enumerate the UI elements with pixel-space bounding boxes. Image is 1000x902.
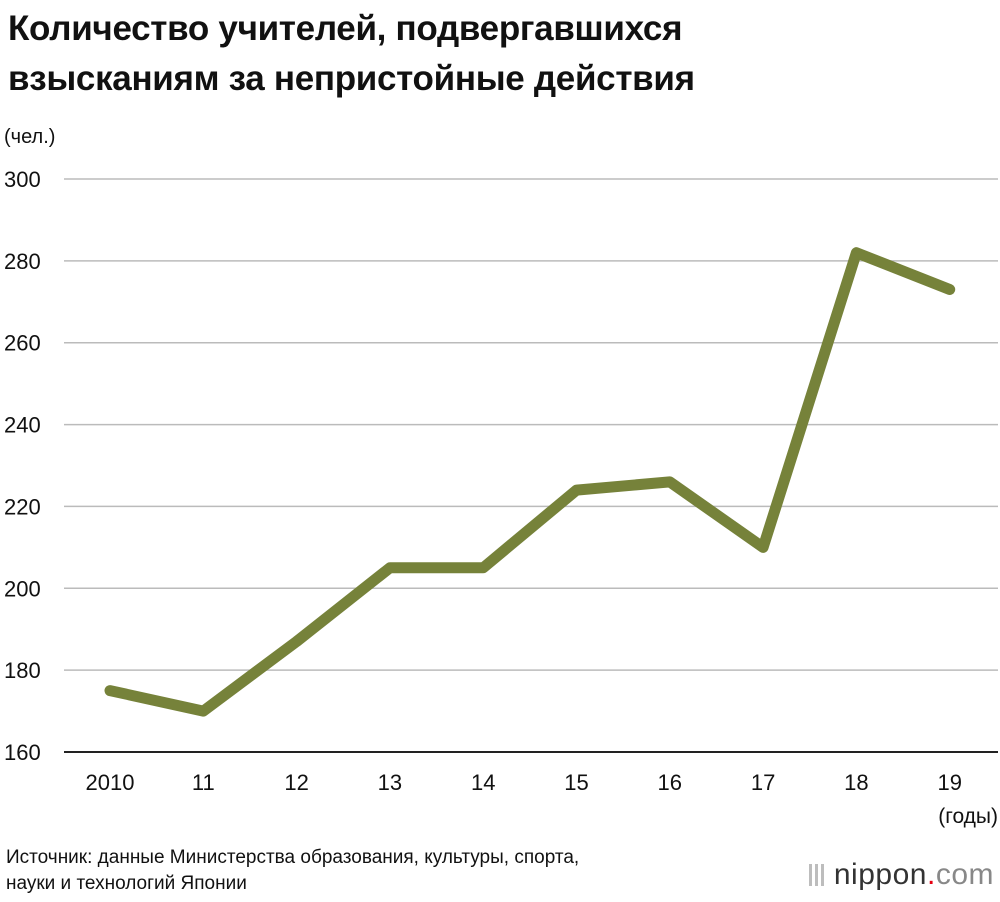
x-tick-label: 15 xyxy=(564,770,588,795)
data-point xyxy=(949,289,951,291)
logo-name: nippon xyxy=(833,858,927,891)
data-point xyxy=(482,567,484,569)
data-point xyxy=(762,546,764,548)
chart-title: Количество учителей, подвергавшихся взыс… xyxy=(8,4,988,104)
y-tick-labels: 160 180 200 220 240 260 280 300 xyxy=(4,167,41,765)
y-axis-label: (чел.) xyxy=(4,126,55,148)
y-tick-label: 300 xyxy=(4,167,41,192)
logo-dot: . xyxy=(926,858,936,891)
y-tick-label: 180 xyxy=(4,658,41,683)
logo-bars-icon xyxy=(808,864,824,886)
data-point xyxy=(202,710,204,712)
x-tick-label: 2010 xyxy=(86,770,135,795)
x-tick-label: 18 xyxy=(844,770,868,795)
y-tick-label: 280 xyxy=(4,249,41,274)
series-line xyxy=(104,247,956,717)
y-tick-label: 240 xyxy=(4,413,41,438)
source-line-2: науки и технологий Японии xyxy=(6,873,247,894)
x-tick-labels: 2010 11 12 13 14 15 16 17 18 19 xyxy=(86,770,962,795)
x-tick-label: 12 xyxy=(284,770,308,795)
data-point xyxy=(296,640,298,642)
gridlines xyxy=(64,178,998,753)
x-tick-label: 13 xyxy=(378,770,402,795)
data-point xyxy=(855,252,857,254)
logo-tld: com xyxy=(935,858,994,891)
x-tick-label: 11 xyxy=(192,770,215,795)
x-tick-label: 19 xyxy=(937,770,961,795)
y-tick-label: 220 xyxy=(4,494,41,519)
series-layer xyxy=(104,247,956,717)
data-point xyxy=(109,690,111,692)
x-tick-label: 14 xyxy=(471,770,495,795)
data-point xyxy=(669,481,671,483)
x-tick-label: 16 xyxy=(658,770,682,795)
y-tick-label: 160 xyxy=(4,740,41,765)
y-tick-label: 260 xyxy=(4,331,41,356)
x-axis-label: (годы) xyxy=(938,805,998,828)
chart-title-line-1: Количество учителей, подвергавшихся xyxy=(8,9,683,48)
source-note: Источник: данные Министерства образовани… xyxy=(6,845,766,897)
data-point xyxy=(389,567,391,569)
source-line-1: Источник: данные Министерства образовани… xyxy=(6,847,580,868)
x-tick-label: 17 xyxy=(751,770,775,795)
y-tick-label: 200 xyxy=(4,576,41,601)
data-point xyxy=(576,489,577,491)
line-chart: 160 180 200 220 240 260 280 300 2010 11 12 13 14 15 1… xyxy=(4,126,998,828)
nippon-logo: nippon. com xyxy=(808,858,994,892)
chart-title-line-2: взысканиям за непристойные действия xyxy=(8,59,695,98)
